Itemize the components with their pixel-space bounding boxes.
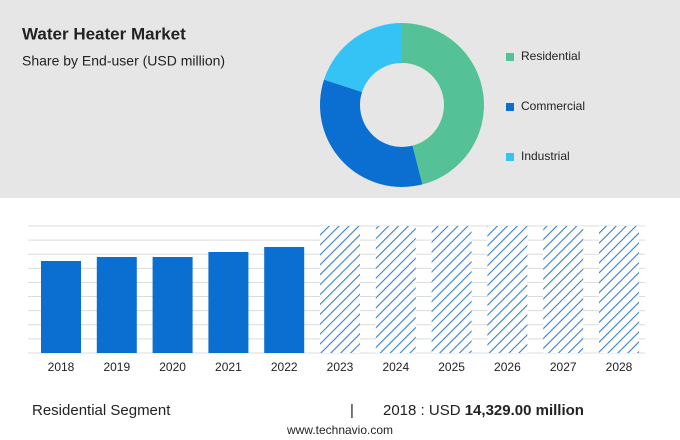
- x-tick-label: 2028: [606, 360, 633, 374]
- x-tick-label: 2021: [215, 360, 242, 374]
- separator: |: [350, 402, 354, 419]
- legend-label: Residential: [521, 49, 580, 63]
- donut-slice: [324, 23, 402, 93]
- legend-label: Industrial: [521, 149, 570, 163]
- x-tick-label: 2022: [271, 360, 298, 374]
- subtitle: Share by End-user (USD million): [22, 53, 225, 69]
- x-tick-label: 2020: [159, 360, 186, 374]
- donut-slice: [402, 23, 484, 185]
- legend-label: Commercial: [521, 99, 585, 113]
- donut-chart: Residential Commercial Industrial: [319, 23, 585, 187]
- donut-slice: [319, 79, 423, 187]
- bar-chart: 2018 2019 2020 2021 2022 2023 2024 2025 2026 2027…: [28, 225, 645, 374]
- bar: [264, 246, 305, 353]
- forecast-bar: [487, 226, 528, 353]
- legend-swatch: [506, 153, 514, 161]
- legend-swatch: [506, 103, 514, 111]
- x-tick-label: 2027: [550, 360, 577, 374]
- bar: [208, 252, 249, 353]
- forecast-bar: [543, 226, 584, 353]
- source: www.technavio.com: [286, 423, 393, 437]
- x-tick-label: 2023: [327, 360, 354, 374]
- forecast-bar: [431, 226, 472, 353]
- amount: 14,329.00 million: [465, 402, 584, 419]
- forecast-bar: [375, 226, 416, 353]
- forecast-bar: [320, 226, 360, 353]
- bar: [96, 257, 137, 353]
- legend-swatch: [506, 53, 514, 61]
- footer-value: 2018 : USD 14,329.00 million: [383, 402, 584, 419]
- x-tick-label: 2025: [438, 360, 465, 374]
- title: Water Heater Market: [22, 24, 186, 43]
- year-label: 2018 : USD: [383, 402, 461, 419]
- segment-label: Residential Segment: [32, 402, 171, 419]
- forecast-bar: [599, 226, 639, 353]
- x-tick-label: 2026: [494, 360, 521, 374]
- bar: [152, 257, 193, 353]
- bar: [41, 260, 81, 353]
- x-tick-label: 2019: [103, 360, 130, 374]
- x-tick-label: 2024: [382, 360, 409, 374]
- x-tick-label: 2018: [48, 360, 75, 374]
